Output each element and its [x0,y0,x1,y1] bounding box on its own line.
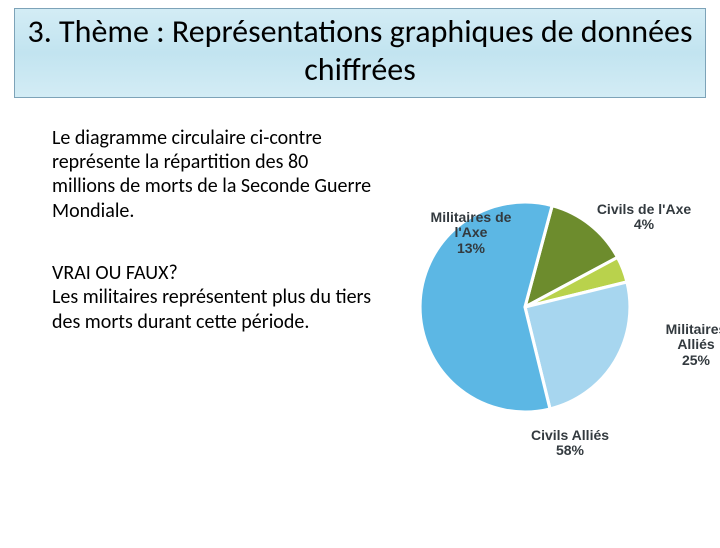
question-paragraph: VRAI OU FAUX? Les militaires représenten… [52,261,374,334]
pie-label-text: Civils de l'Axe [597,201,691,217]
title-banner: 3. Thème : Représentations graphiques de… [14,8,706,98]
text-column: Le diagramme circulaire ci-contre représ… [14,126,384,466]
pie-label-militaires_axe: Militaires de l'Axe13% [416,210,526,257]
pie-label-civils_allies: Civils Alliés58% [510,428,630,459]
pie-label-pct: 4% [634,216,654,232]
pie-label-text: Civils Alliés [531,427,609,443]
chart-column: Militaires de l'Axe13% Civils de l'Axe4% M… [384,126,706,466]
page-title: 3. Thème : Représentations graphiques de… [25,13,695,89]
pie-label-militaires_allies: Militaires Alliés25% [648,322,720,369]
pie-label-pct: 25% [682,352,710,368]
question-body: Les militaires représentent plus du tier… [52,285,371,333]
pie-label-pct: 13% [457,240,485,256]
pie-label-civils_axe: Civils de l'Axe4% [592,202,696,233]
pie-label-text: Militaires Alliés [666,321,720,353]
question-heading: VRAI OU FAUX? [52,261,178,285]
pie-label-pct: 58% [556,442,584,458]
intro-paragraph: Le diagramme circulaire ci-contre représ… [52,126,374,224]
pie-label-text: Militaires de l'Axe [431,209,512,241]
content-row: Le diagramme circulaire ci-contre représ… [0,126,720,466]
